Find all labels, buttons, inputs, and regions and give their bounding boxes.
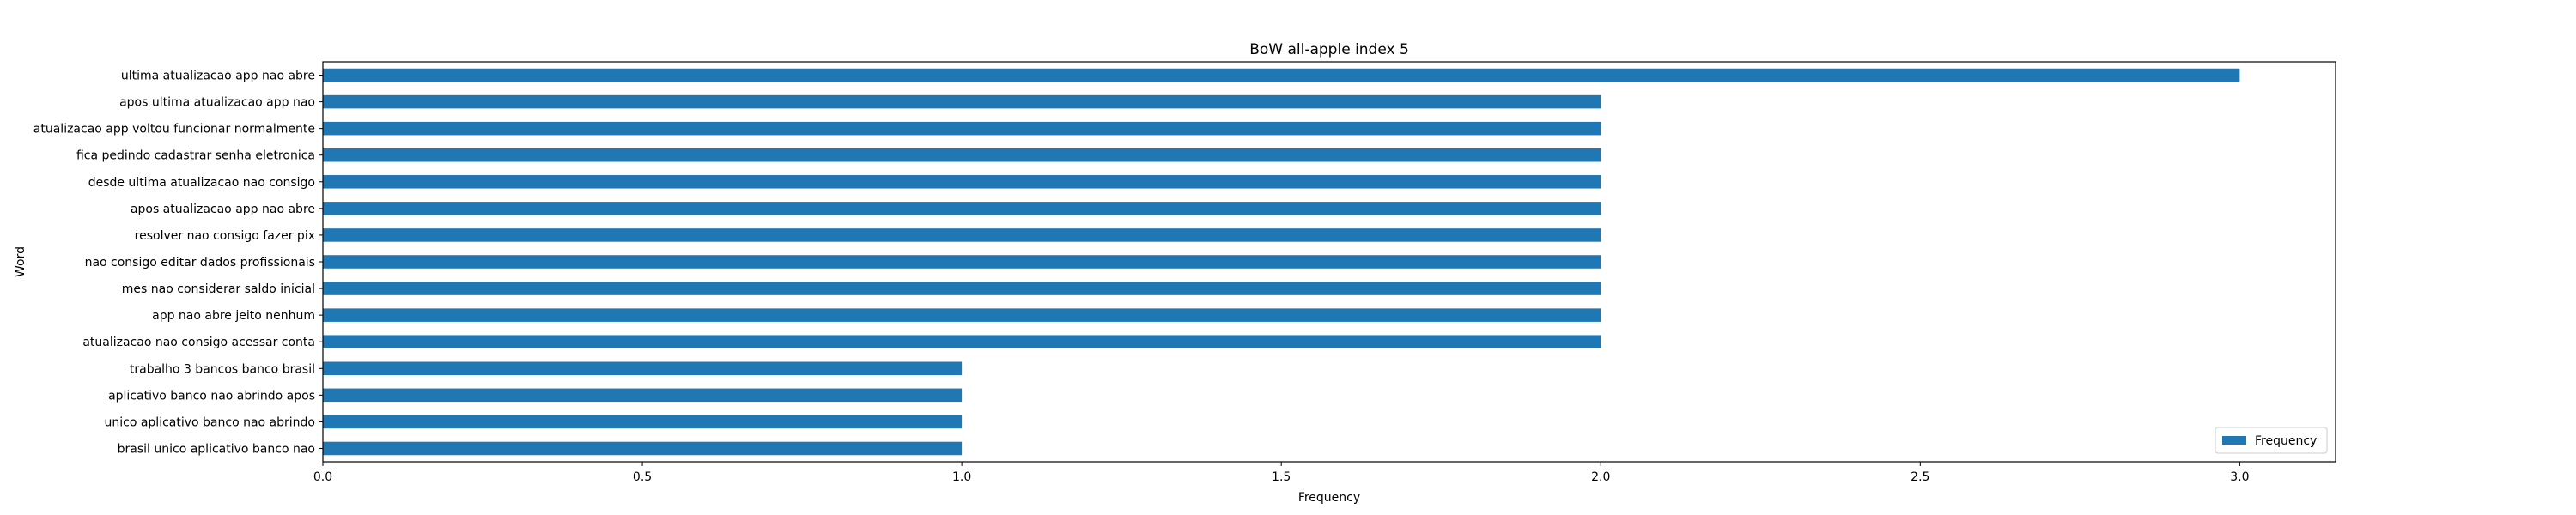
y-axis-label: Word (14, 246, 27, 277)
bar (323, 335, 1601, 348)
x-tick-label: 3.0 (2230, 470, 2249, 484)
y-tick-label: unico aplicativo banco nao abrindo (104, 415, 315, 429)
bar (323, 148, 1601, 162)
y-tick-label: aplicativo banco nao abrindo apos (108, 389, 315, 403)
bar (323, 282, 1601, 295)
bar (323, 202, 1601, 215)
x-tick-label: 2.5 (1911, 470, 1929, 484)
bar (323, 228, 1601, 242)
y-tick-label: apos ultima atualizacao app nao (119, 96, 315, 110)
bar (323, 68, 2240, 82)
legend-label: Frequency (2255, 434, 2317, 448)
x-tick-label: 2.0 (1591, 470, 1610, 484)
y-tick-label: app nao abre jeito nenhum (152, 309, 315, 323)
x-axis-label: Frequency (1298, 491, 1360, 505)
y-tick-label: fica pedindo cadastrar senha eletronica (76, 149, 315, 163)
bar (323, 441, 963, 456)
y-tick-label: atualizacao nao consigo acessar conta (82, 336, 315, 349)
bar (323, 308, 1601, 322)
bar (323, 121, 1601, 136)
y-tick-label: resolver nao consigo fazer pix (135, 229, 315, 243)
y-tick-label: nao consigo editar dados profissionais (85, 256, 315, 270)
legend-swatch (2222, 436, 2246, 445)
chart-title: BoW all-apple index 5 (1249, 41, 1409, 58)
legend-box (2215, 427, 2328, 454)
x-axis-ticks: 0.0 0.5 1.0 1.5 2.0 2.5 3.0 (313, 462, 2250, 484)
x-tick-label: 1.0 (952, 470, 971, 484)
bars-group (323, 68, 2240, 456)
legend: Frequency (2215, 427, 2328, 454)
bar (323, 415, 963, 429)
x-tick-label: 0.5 (633, 470, 652, 484)
y-tick-label: mes nao considerar saldo inicial (122, 282, 315, 296)
x-tick-label: 1.5 (1272, 470, 1291, 484)
plot-frame (322, 61, 2336, 463)
x-tick-label: 0.0 (313, 470, 332, 484)
y-tick-label: ultima atualizacao app nao abre (121, 70, 315, 83)
y-tick-label: atualizacao app voltou funcionar normalm… (33, 123, 315, 136)
bar (323, 175, 1601, 189)
y-axis-ticks: ultima atualizacao app nao abre apos ulti… (33, 70, 323, 456)
y-tick-label: apos atualizacao app nao abre (131, 203, 315, 216)
y-tick-label: brasil unico aplicativo banco nao (118, 442, 315, 456)
y-tick-label: desde ultima atualizacao nao consigo (88, 176, 315, 190)
y-tick-label: trabalho 3 bancos banco brasil (130, 362, 315, 376)
bar (323, 361, 963, 376)
bar (323, 388, 963, 403)
bar (323, 94, 1601, 109)
bar (323, 255, 1601, 269)
